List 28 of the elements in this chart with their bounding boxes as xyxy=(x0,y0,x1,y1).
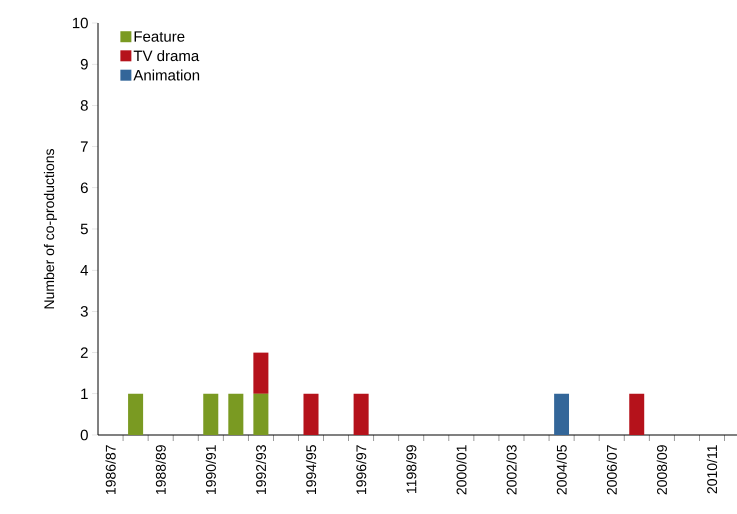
y-tick-label: 2 xyxy=(80,347,88,358)
x-tick-label: 1988/89 xyxy=(156,445,166,494)
y-tick-label: 0 xyxy=(80,430,88,440)
legend-label: Feature xyxy=(134,31,184,42)
x-tick-label: 2006/07 xyxy=(606,445,617,494)
legend-label: TV drama xyxy=(134,50,200,62)
x-tick-label: 2008/09 xyxy=(656,445,667,494)
x-tick-label: 1986/87 xyxy=(105,445,116,494)
x-tick-label: 2010/11 xyxy=(706,445,718,494)
y-tick-label: 1 xyxy=(81,388,88,399)
x-tick-label: 2004/05 xyxy=(556,445,567,494)
x-tick-label: 2002/03 xyxy=(506,445,517,494)
y-tick-label: 10 xyxy=(72,18,88,28)
y-tick-label: 7 xyxy=(80,141,88,152)
y-tick-label: 9 xyxy=(80,58,88,70)
x-tick-label: 1992/93 xyxy=(256,445,266,494)
y-tick-label: 5 xyxy=(80,224,88,234)
y-tick-label: 3 xyxy=(80,306,88,317)
y-axis-title: Number of co-productions xyxy=(44,149,57,308)
legend-label: Animation xyxy=(133,70,200,81)
x-tick-label: 2000/01 xyxy=(456,445,466,494)
y-tick-label: 6 xyxy=(80,182,88,194)
x-tick-label: 1990/91 xyxy=(206,445,216,494)
x-tick-label: 1996/97 xyxy=(356,445,366,494)
x-tick-label: 1994/95 xyxy=(306,445,316,494)
y-tick-label: 4 xyxy=(80,265,88,276)
x-tick-label: 1198/99 xyxy=(406,445,416,494)
y-tick-label: 8 xyxy=(80,100,88,111)
